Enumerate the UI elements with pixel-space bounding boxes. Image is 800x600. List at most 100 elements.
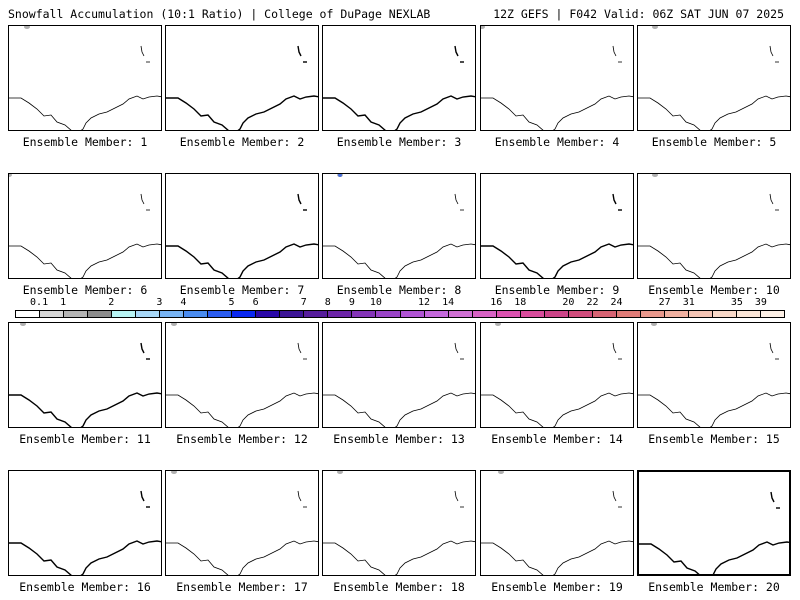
coastline bbox=[638, 392, 790, 427]
ensemble-panel bbox=[637, 470, 791, 576]
basemap bbox=[638, 26, 790, 130]
snowfall-blotch bbox=[651, 323, 657, 326]
ensemble-panel bbox=[8, 25, 162, 131]
colorbar-tick-label: 35 bbox=[730, 297, 743, 308]
basemap bbox=[481, 193, 633, 278]
panel-label: Ensemble Member: 7 bbox=[179, 283, 305, 297]
colorbar-segment bbox=[328, 311, 353, 317]
colorbar-segment bbox=[208, 311, 233, 317]
panel-label: Ensemble Member: 9 bbox=[494, 283, 620, 297]
coastline bbox=[481, 540, 633, 575]
island-outline bbox=[140, 342, 145, 354]
ensemble-panel bbox=[322, 470, 476, 576]
basemap bbox=[9, 26, 161, 130]
ensemble-panel bbox=[8, 470, 162, 576]
ensemble-panel bbox=[480, 173, 634, 279]
coastline bbox=[481, 243, 633, 278]
colorbar-tick-label: 9 bbox=[348, 297, 355, 308]
basemap bbox=[323, 342, 475, 427]
ensemble-panel bbox=[637, 173, 791, 279]
panel-label: Ensemble Member: 14 bbox=[491, 432, 623, 446]
colorbar-segment bbox=[688, 311, 713, 317]
ensemble-panel bbox=[480, 25, 634, 131]
panel-label: Ensemble Member: 11 bbox=[19, 432, 151, 446]
snowfall-blotch bbox=[652, 174, 658, 177]
panel-label: Ensemble Member: 19 bbox=[491, 580, 623, 594]
snowfall-blotch bbox=[9, 174, 12, 177]
coastline bbox=[9, 243, 161, 278]
colorbar-segment bbox=[760, 311, 784, 317]
panel-label: Ensemble Member: 3 bbox=[336, 135, 462, 149]
colorbar-segment bbox=[640, 311, 665, 317]
colorbar-tick-label: 18 bbox=[514, 297, 527, 308]
coastline bbox=[639, 541, 789, 574]
basemap bbox=[9, 490, 161, 575]
coastline bbox=[481, 95, 633, 130]
island-outline bbox=[612, 45, 617, 57]
basemap bbox=[166, 471, 318, 575]
colorbar-tick-label: 14 bbox=[442, 297, 455, 308]
basemap bbox=[166, 45, 318, 130]
colorbar-tick-label: 22 bbox=[586, 297, 599, 308]
colorbar-segment bbox=[136, 311, 161, 317]
basemap bbox=[481, 471, 633, 575]
ensemble-panel bbox=[637, 25, 791, 131]
basemap bbox=[166, 323, 318, 427]
panel-label: Ensemble Member: 1 bbox=[22, 135, 148, 149]
panel-label: Ensemble Member: 13 bbox=[333, 432, 465, 446]
colorbar-tick-label: 3 bbox=[156, 297, 163, 308]
basemap bbox=[323, 174, 475, 278]
island-outline bbox=[297, 193, 302, 205]
snowfall-blotch bbox=[338, 174, 342, 177]
coastline bbox=[166, 540, 318, 575]
colorbar-segment bbox=[280, 311, 305, 317]
colorbar-segment bbox=[88, 311, 113, 317]
colorbar-segment bbox=[232, 311, 257, 317]
basemap bbox=[481, 26, 633, 130]
colorbar-segment bbox=[160, 311, 185, 317]
coastline bbox=[9, 540, 161, 575]
snowfall-blotch bbox=[498, 471, 504, 474]
coastline bbox=[323, 243, 475, 278]
snowfall-blotch bbox=[20, 323, 26, 326]
snowfall-blotch bbox=[652, 26, 658, 29]
colorbar bbox=[15, 310, 785, 318]
colorbar-segment bbox=[544, 311, 569, 317]
island-outline bbox=[140, 45, 145, 57]
panel-label: Ensemble Member: 12 bbox=[176, 432, 308, 446]
ensemble-panel bbox=[165, 470, 319, 576]
island-outline bbox=[454, 490, 459, 502]
colorbar-segment bbox=[448, 311, 473, 317]
ensemble-panel bbox=[165, 322, 319, 428]
colorbar-segment bbox=[616, 311, 641, 317]
panel-label: Ensemble Member: 4 bbox=[494, 135, 620, 149]
panel-label: Ensemble Member: 20 bbox=[648, 580, 780, 594]
ensemble-panel bbox=[480, 322, 634, 428]
colorbar-segment bbox=[40, 311, 65, 317]
basemap bbox=[9, 323, 161, 427]
ensemble-panel bbox=[165, 25, 319, 131]
coastline bbox=[9, 392, 161, 427]
snowfall-blotch bbox=[481, 26, 485, 29]
snowfall-blotch bbox=[171, 323, 177, 326]
coastline bbox=[323, 392, 475, 427]
ensemble-panel bbox=[8, 173, 162, 279]
colorbar-segment bbox=[184, 311, 209, 317]
snowfall-blotch bbox=[24, 26, 30, 29]
ensemble-panel bbox=[322, 173, 476, 279]
basemap bbox=[639, 491, 789, 574]
island-outline bbox=[612, 342, 617, 354]
island-outline bbox=[454, 45, 459, 57]
panel-label: Ensemble Member: 18 bbox=[333, 580, 465, 594]
island-outline bbox=[769, 45, 774, 57]
colorbar-segment bbox=[592, 311, 617, 317]
panel-label: Ensemble Member: 15 bbox=[648, 432, 780, 446]
colorbar-tick-label: 8 bbox=[324, 297, 331, 308]
panel-label: Ensemble Member: 16 bbox=[19, 580, 151, 594]
ensemble-panel bbox=[165, 173, 319, 279]
run-info: 12Z GEFS | F042 Valid: 06Z SAT JUN 07 20… bbox=[493, 7, 784, 21]
colorbar-segment bbox=[520, 311, 545, 317]
snowfall-blotch bbox=[171, 471, 177, 474]
colorbar-segment bbox=[736, 311, 761, 317]
ensemble-panel bbox=[637, 322, 791, 428]
